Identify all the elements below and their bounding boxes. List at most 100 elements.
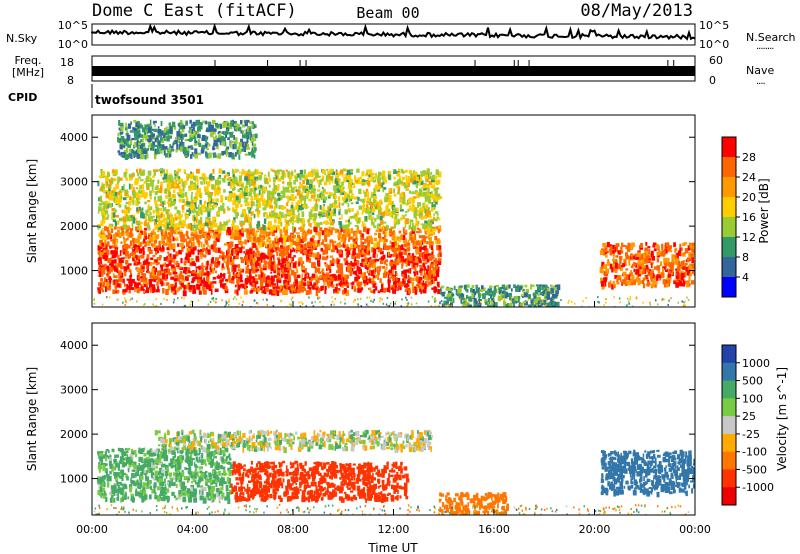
- heatmap-cell: [161, 231, 163, 236]
- heatmap-cell: [199, 176, 203, 180]
- heatmap-cell: [371, 192, 375, 195]
- heatmap-cell: [265, 242, 268, 248]
- heatmap-cell: [482, 293, 486, 300]
- heatmap-cell: [278, 205, 282, 210]
- heatmap-cell: [434, 188, 438, 194]
- heatmap-cell: [267, 247, 270, 254]
- heatmap-cell: [405, 287, 409, 290]
- heatmap-cell: [259, 278, 263, 282]
- heatmap-cell: [244, 201, 249, 207]
- heatmap-cell: [316, 285, 319, 291]
- heatmap-cell: [243, 251, 245, 254]
- heatmap-cell: [226, 286, 228, 291]
- heatmap-cell: [163, 173, 167, 180]
- heatmap-cell: [239, 271, 242, 275]
- nave-tick-bottom: 0: [709, 74, 716, 87]
- heatmap-cell: [234, 244, 239, 249]
- heatmap-cell: [262, 272, 265, 278]
- heatmap-cell: [234, 168, 238, 173]
- heatmap-cell: [248, 269, 252, 275]
- heatmap-cell: [218, 174, 221, 179]
- heatmap-cell: [146, 225, 151, 229]
- heatmap-cell: [390, 247, 393, 251]
- heatmap-cell: [261, 253, 266, 260]
- heatmap-cell: [232, 268, 235, 275]
- heatmap-cell: [267, 262, 272, 268]
- heatmap-cell: [258, 190, 261, 196]
- heatmap-cell: [384, 269, 387, 276]
- heatmap-cell: [446, 301, 449, 306]
- heatmap-cell: [372, 253, 376, 258]
- heatmap-cell: [105, 286, 107, 293]
- heatmap-cell: [412, 244, 415, 248]
- heatmap-cell: [219, 255, 223, 259]
- heatmap-cell: [230, 235, 233, 240]
- heatmap-cell: [390, 254, 393, 257]
- heatmap-cell: [296, 205, 298, 211]
- heatmap-cell: [169, 177, 172, 184]
- heatmap-cell: [328, 179, 331, 185]
- heatmap-cell: [173, 176, 177, 180]
- heatmap-cell: [172, 224, 175, 228]
- heatmap-cell: [397, 186, 401, 191]
- heatmap-cell: [415, 213, 420, 216]
- nave-tick-top: 60: [709, 54, 723, 67]
- heatmap-cell: [252, 232, 254, 236]
- heatmap-cell: [377, 290, 380, 294]
- heatmap-cell: [478, 287, 480, 293]
- heatmap-cell: [380, 256, 385, 261]
- heatmap-cell: [357, 281, 362, 287]
- heatmap-cell: [148, 233, 153, 236]
- heatmap-cell: [600, 277, 604, 283]
- heatmap-cell: [169, 243, 174, 250]
- heatmap-cell: [408, 276, 411, 280]
- heatmap-cell: [275, 175, 278, 180]
- heatmap-cell: [196, 273, 200, 278]
- heatmap-cell: [396, 236, 400, 241]
- heatmap-cell: [119, 283, 122, 289]
- heatmap-cell: [491, 290, 496, 295]
- heatmap-cell: [644, 249, 648, 255]
- heatmap-cell: [341, 191, 345, 195]
- heatmap-cell: [393, 236, 398, 242]
- heatmap-cell: [218, 225, 223, 231]
- heatmap-cell: [473, 305, 477, 307]
- heatmap-cell: [315, 290, 319, 296]
- heatmap-cell: [381, 174, 385, 177]
- heatmap-cell: [190, 233, 195, 237]
- heatmap-cell: [428, 192, 432, 195]
- heatmap-cell: [361, 272, 365, 279]
- heatmap-cell: [377, 181, 382, 186]
- heatmap-cell: [169, 183, 173, 189]
- heatmap-cell: [324, 234, 328, 241]
- heatmap-cell: [233, 195, 236, 201]
- heatmap-cell: [235, 208, 238, 213]
- heatmap-cell: [216, 189, 219, 195]
- heatmap-cell: [277, 286, 280, 289]
- heatmap-cell: [290, 204, 294, 209]
- heatmap-cell: [200, 249, 204, 253]
- heatmap-cell: [663, 262, 667, 266]
- heatmap-cell: [399, 204, 403, 210]
- heatmap-cell: [363, 201, 366, 205]
- heatmap-cell: [419, 269, 422, 273]
- heatmap-cell: [222, 170, 226, 174]
- heatmap-cell: [332, 171, 336, 176]
- heatmap-cell: [163, 223, 167, 228]
- heatmap-cell: [277, 184, 280, 189]
- heatmap-cell: [145, 196, 148, 199]
- heatmap-cell: [649, 271, 654, 277]
- heatmap-cell: [384, 238, 388, 243]
- heatmap-cell: [422, 258, 427, 262]
- heatmap-cell: [209, 263, 213, 267]
- heatmap-cell: [307, 273, 310, 278]
- heatmap-cell: [647, 246, 651, 249]
- heatmap-cell: [286, 213, 289, 217]
- heatmap-cell: [285, 282, 288, 286]
- heatmap-cell: [200, 229, 202, 235]
- heatmap-cell: [166, 243, 168, 246]
- heatmap-cell: [378, 172, 382, 176]
- heatmap-cell: [269, 212, 272, 215]
- heatmap-cell: [160, 248, 164, 251]
- heatmap-cell: [213, 202, 217, 207]
